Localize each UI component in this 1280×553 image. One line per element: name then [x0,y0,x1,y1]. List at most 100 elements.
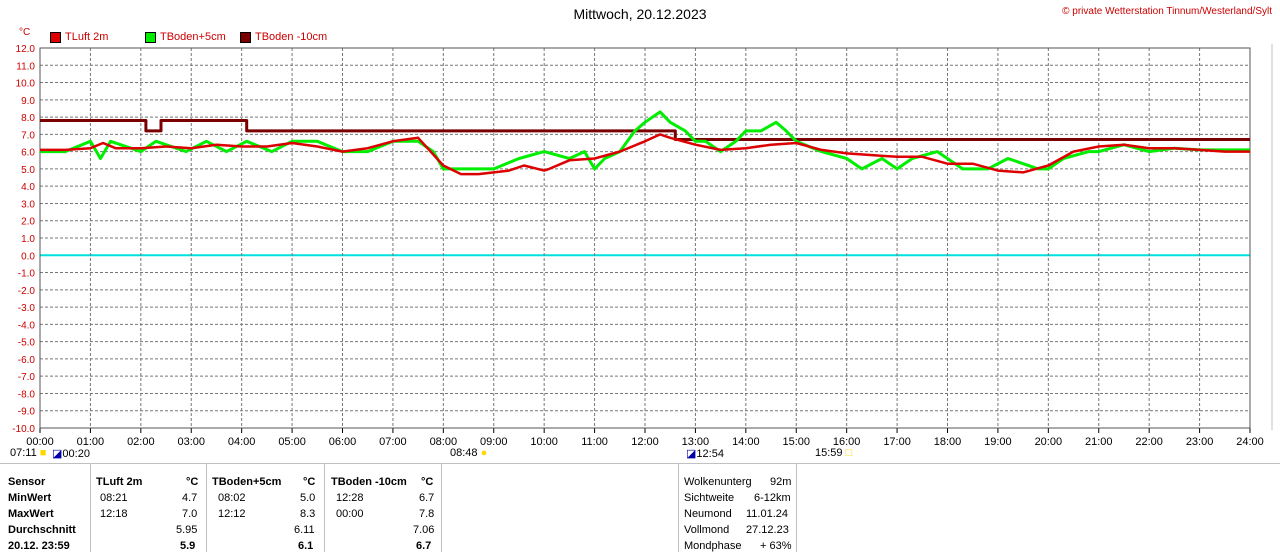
astro-label: Mondphase [684,540,742,552]
y-tick-label: 4.0 [21,182,35,193]
y-tick-label: -1.0 [18,269,36,280]
y-tick-label: 8.0 [21,113,35,124]
astro-value: 27.12.23 [746,524,789,536]
stats-current-value: 6.7 [416,540,432,552]
stats-sensor-name: TLuft 2m [96,476,143,488]
event-sunrise-time: 07:11 [10,447,37,459]
stats-max-time: 12:12 [218,508,246,520]
x-tick-label: 09:00 [480,436,508,448]
stats-max-time: 12:18 [100,508,128,520]
astro-label: Sichtweite [684,492,735,504]
x-tick-label: 16:00 [833,436,861,448]
stats-min-value: 4.7 [182,492,198,504]
x-tick-label: 24:00 [1236,436,1264,448]
legend-item-tboden5: TBoden+5cm [145,31,226,43]
station-credit: © private Wetterstation Tinnum/Westerlan… [1062,6,1272,17]
sun-icon: ● [480,447,488,459]
x-tick-label: 23:00 [1186,436,1214,448]
legend-label-tboden10: TBoden -10cm [255,31,328,43]
event-moonset: ◪12:54 [686,447,724,460]
y-tick-label: 7.0 [21,130,35,141]
astro-value: + 63% [760,540,792,552]
x-tick-label: 11:00 [581,436,608,448]
stats-sensor-name: TBoden+5cm [212,476,282,488]
y-tick-label: 3.0 [21,199,35,210]
legend-swatch-tluft [50,31,61,43]
x-tick-label: 22:00 [1135,436,1163,448]
stats-divider [324,463,325,552]
stats-divider [90,463,91,552]
x-tick-label: 06:00 [329,436,357,448]
stats-min-value: 5.0 [300,492,316,504]
x-tick-label: 07:00 [379,436,407,448]
chart-title: Mittwoch, 20.12.2023 [573,6,707,22]
y-tick-label: -6.0 [18,355,36,366]
stats-avg-value: 6.11 [294,524,315,536]
y-tick-label: 1.0 [21,234,35,245]
y-tick-label: 10.0 [16,79,36,90]
stats-min-time: 12:28 [336,492,364,504]
event-sun-max-time: 08:48 [450,447,478,459]
stats-max-value: 8.3 [300,508,316,520]
y-tick-label: -7.0 [18,372,36,383]
stats-sensor-unit: °C [186,476,199,488]
y-tick-label: -3.0 [18,303,36,314]
astro-label: Wolkenunterg [684,476,752,488]
x-tick-label: 13:00 [682,436,710,448]
moon-set-icon: ◪ [686,448,697,460]
astro-label: Neumond [684,508,732,520]
x-tick-label: 05:00 [278,436,306,448]
event-moonrise-time: 00:20 [62,448,90,460]
x-tick-label: 03:00 [177,436,205,448]
y-axis-unit: °C [19,27,31,38]
stats-current-value: 6.1 [298,540,314,552]
event-sunset: 15:59 □ [815,447,852,459]
y-tick-label: -5.0 [18,338,36,349]
series-line-tluft-2m [40,133,1250,176]
y-tick-label: 2.0 [21,217,35,228]
stats-min-value: 6.7 [419,492,435,504]
y-tick-label: 9.0 [21,96,35,107]
moon-icon: ◪ [52,448,63,460]
stats-row-label-avg: Durchschnitt [8,524,76,536]
legend-item-tboden10: TBoden -10cm [240,31,327,43]
sunrise-icon: ■ [39,447,47,459]
event-sunrise: 07:11 ■ [10,447,46,459]
x-tick-label: 12:00 [631,436,659,448]
legend-item-tluft: TLuft 2m [50,31,108,43]
legend-swatch-tboden5 [145,31,156,43]
stats-sensor-unit: °C [421,476,434,488]
astro-value: 92m [770,476,792,488]
event-sun-max: 08:48 ● [450,447,487,459]
stats-row-label-current: 20.12. 23:59 [8,540,70,552]
stats-row-label-min: MinWert [8,492,52,504]
stats-divider [441,463,442,552]
event-moonrise: ◪00:20 [52,447,90,460]
y-tick-label: 6.0 [21,148,35,159]
x-tick-label: 15:00 [782,436,810,448]
plot-frame [39,47,1251,429]
x-tick-label: 19:00 [984,436,1012,448]
stats-row-label-sensor: Sensor [8,476,46,488]
x-tick-label: 02:00 [127,436,155,448]
series-line-tboden-5cm [40,110,1250,171]
y-tick-label: -10.0 [12,424,35,435]
x-tick-label: 01:00 [77,436,105,448]
y-tick-label: -2.0 [18,286,36,297]
y-tick-label: 5.0 [21,165,35,176]
x-tick-label: 18:00 [934,436,962,448]
stats-avg-value: 5.95 [176,524,198,536]
stats-row-label-max: MaxWert [8,508,54,520]
stats-sensor-name: TBoden -10cm [331,476,407,488]
y-tick-label: -4.0 [18,320,36,331]
y-tick-label: 11.0 [16,61,35,72]
astro-value: 11.01.24 [746,508,789,520]
x-tick-label: 00:00 [26,436,54,448]
stats-max-value: 7.0 [182,508,198,520]
stats-panel: Sensor MinWert MaxWert Durchschnitt 20.1… [0,463,1280,553]
series-line-tboden-10cm [40,119,1250,141]
stats-avg-value: 7.06 [413,524,435,536]
event-moonset-time: 12:54 [696,448,724,460]
y-tick-label: -9.0 [18,407,36,418]
x-tick-label: 04:00 [228,436,256,448]
